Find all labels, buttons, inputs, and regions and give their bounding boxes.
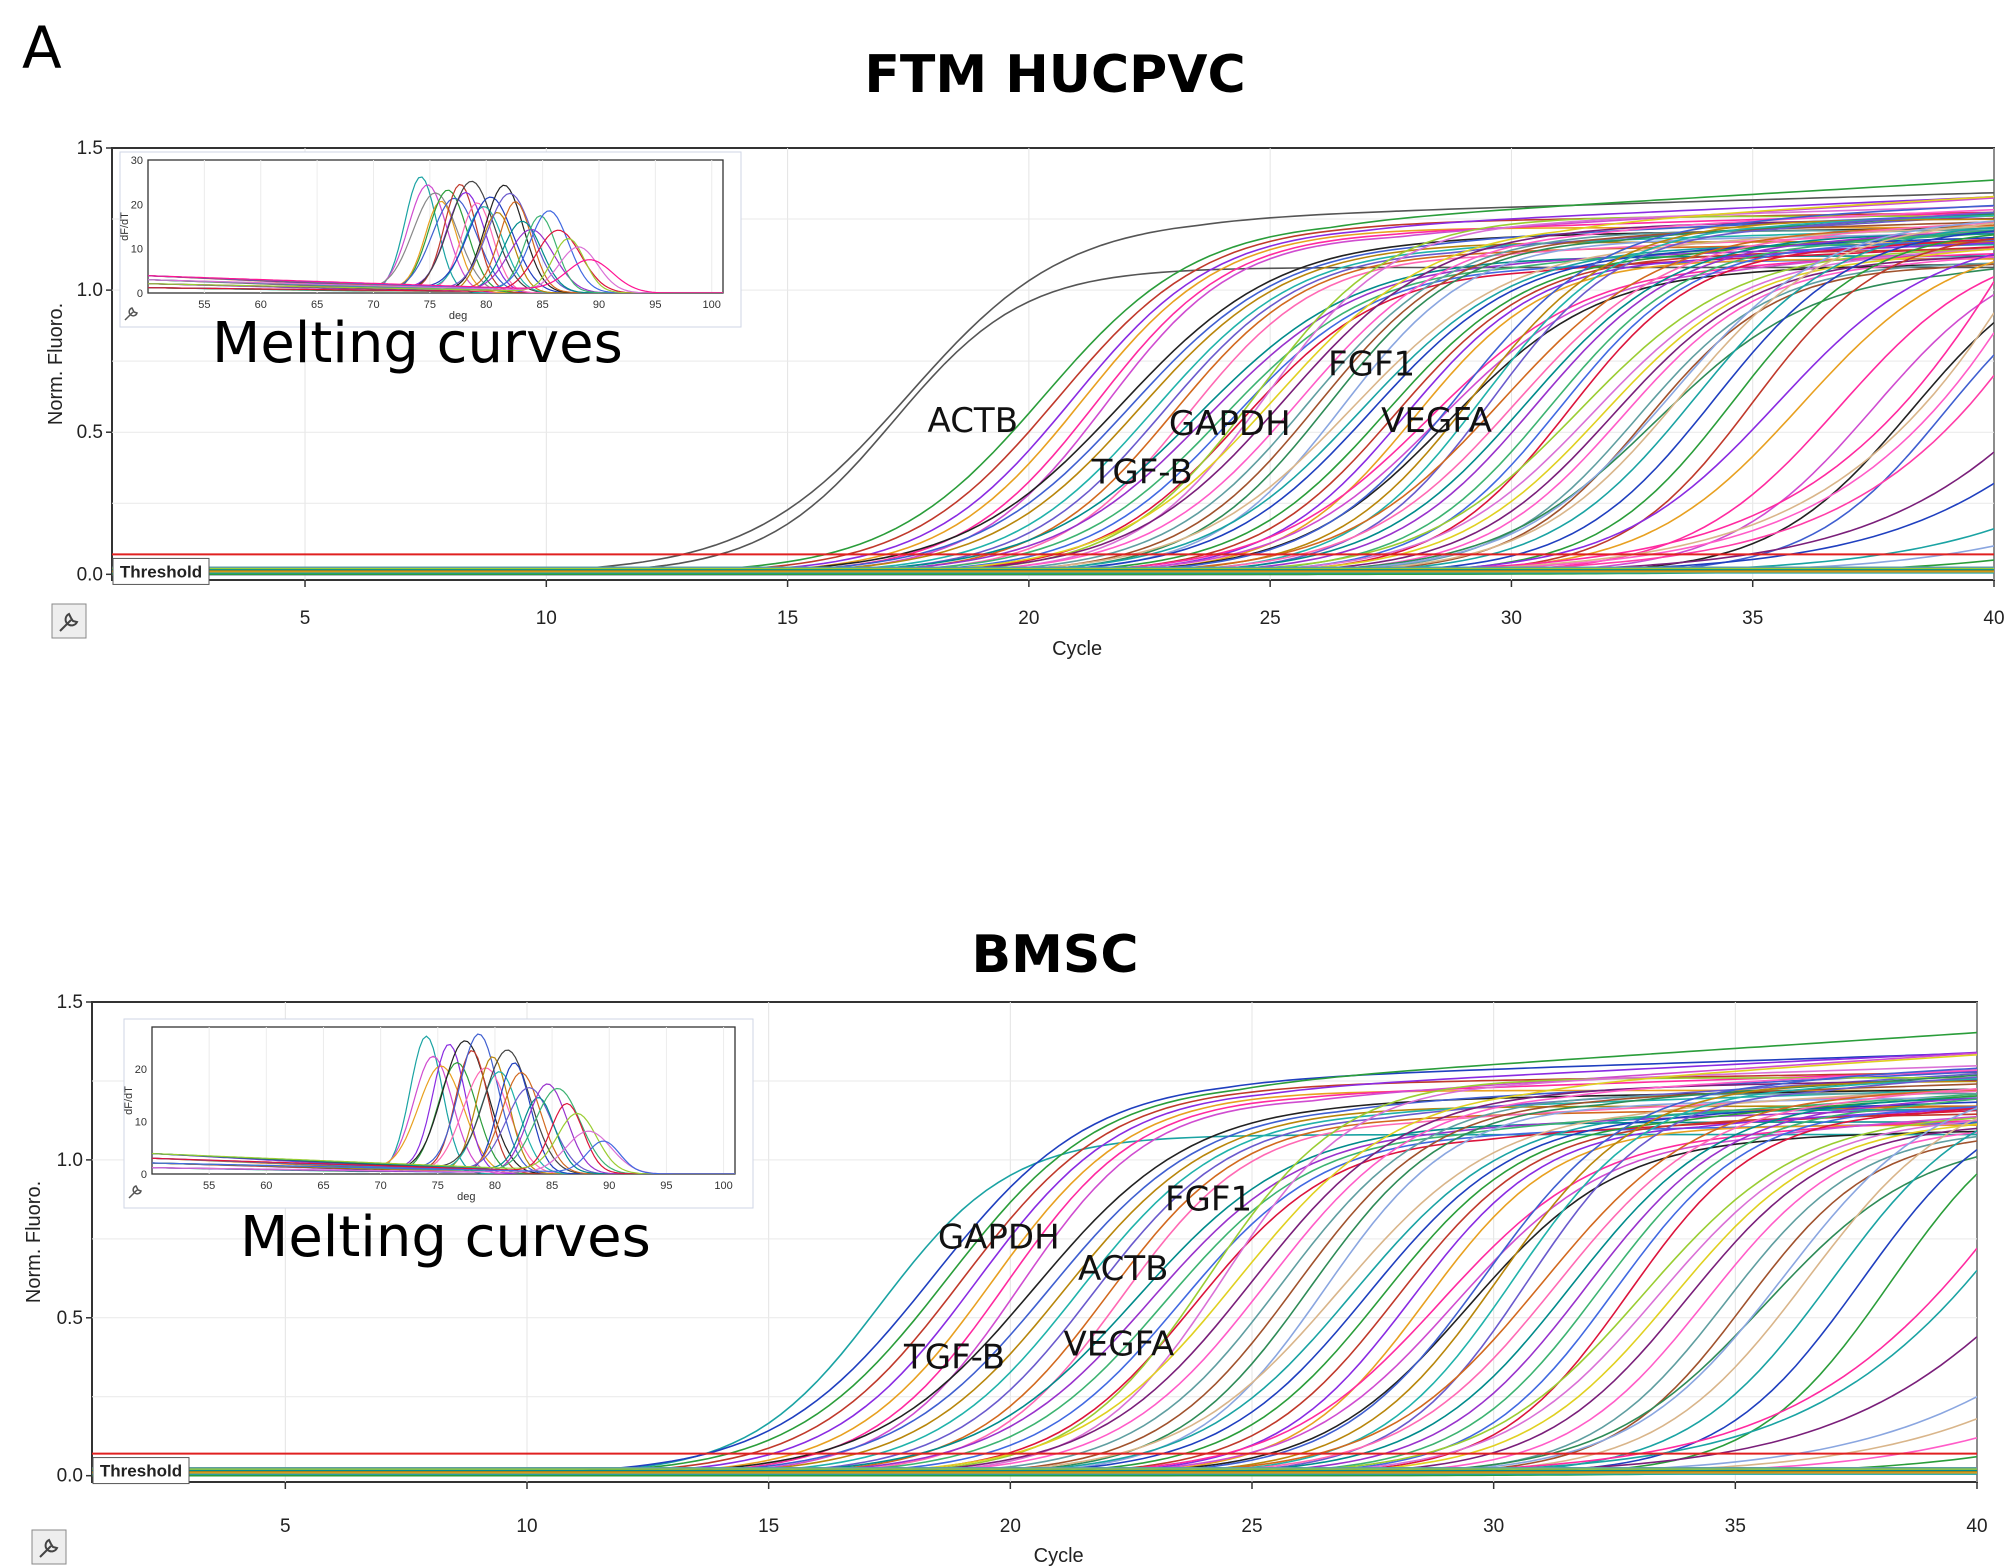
y-tick-label: 1.0 bbox=[57, 1150, 83, 1171]
panel-ftm-hucpvc: FTM HUCPVC 0.0 0.5 1.0 1.5 5 10 15 20 25 30 35 40 Cyc… bbox=[45, 45, 2004, 660]
melt-curve bbox=[148, 237, 723, 293]
threshold-label-box bbox=[112, 557, 210, 585]
x-tick-label: 15 bbox=[758, 1516, 779, 1537]
inset-y-tick-label: 30 bbox=[131, 155, 143, 167]
y-tick-label: 0.5 bbox=[57, 1308, 83, 1329]
x-tick-label: 5 bbox=[300, 608, 311, 629]
y-tick-label: 0.5 bbox=[77, 422, 103, 443]
x-axis-label: Cycle bbox=[1052, 638, 1102, 660]
x-tick-label: 20 bbox=[1000, 1516, 1021, 1537]
melt-curve bbox=[152, 1140, 735, 1174]
inset-wrench-icon bbox=[128, 1185, 142, 1199]
panel-bmsc: BMSC 0.0 0.5 1.0 1.5 5 10 15 20 25 30 35 40 Cycle Norm… bbox=[23, 925, 1988, 1567]
gene-label: ACTB bbox=[928, 401, 1019, 441]
x-tick-label: 10 bbox=[516, 1516, 537, 1537]
melt-curve bbox=[152, 1102, 735, 1174]
inset-y-tick-label: 20 bbox=[135, 1064, 147, 1076]
melting-curves-label: Melting curves bbox=[212, 311, 623, 376]
melt-curve bbox=[148, 246, 723, 293]
melting-curve-inset: 55 60 65 70 75 80 85 90 95 100 0 10 20 deg dF/dT bbox=[123, 1018, 754, 1209]
inset-x-tick-label: 95 bbox=[649, 299, 661, 311]
threshold-label: Threshold bbox=[120, 562, 202, 581]
x-tick-label: 30 bbox=[1483, 1516, 1504, 1537]
x-tick-label: 40 bbox=[1966, 1516, 1987, 1537]
wrench-icon bbox=[51, 603, 87, 639]
melt-curve bbox=[152, 1112, 735, 1174]
gene-label: GAPDH bbox=[938, 1217, 1060, 1257]
melting-curves-label: Melting curves bbox=[240, 1205, 651, 1270]
inset-x-tick-label: 85 bbox=[546, 1180, 558, 1192]
x-tick-label: 40 bbox=[1983, 608, 2004, 629]
inset-x-axis-label: deg bbox=[449, 310, 467, 322]
inset-y-tick-label: 10 bbox=[131, 244, 143, 256]
inset-x-tick-label: 95 bbox=[660, 1180, 672, 1192]
panel-title: BMSC bbox=[972, 925, 1139, 985]
inset-x-tick-label: 90 bbox=[603, 1180, 615, 1192]
gene-label: VEGFA bbox=[1064, 1325, 1175, 1365]
panel-title: FTM HUCPVC bbox=[864, 45, 1245, 105]
gene-label: VEGFA bbox=[1381, 401, 1492, 441]
inset-melt-curves bbox=[152, 1033, 735, 1174]
x-tick-label: 25 bbox=[1260, 608, 1281, 629]
inset-x-tick-label: 65 bbox=[317, 1180, 329, 1192]
x-tick-label: 15 bbox=[777, 608, 798, 629]
inset-x-tick-label: 100 bbox=[714, 1180, 732, 1192]
inset-x-tick-label: 60 bbox=[255, 299, 267, 311]
inset-x-tick-label: 100 bbox=[703, 299, 721, 311]
x-tick-label: 30 bbox=[1501, 608, 1522, 629]
inset-x-tick-label: 75 bbox=[424, 299, 436, 311]
x-axis-label: Cycle bbox=[1034, 1545, 1084, 1567]
gene-label: FGF1 bbox=[1328, 344, 1415, 384]
x-tick-label: 25 bbox=[1241, 1516, 1262, 1537]
threshold-label: Threshold bbox=[100, 1462, 182, 1481]
inset-y-tick-label: 10 bbox=[135, 1117, 147, 1129]
inset-x-tick-label: 60 bbox=[260, 1180, 272, 1192]
x-tick-label: 5 bbox=[280, 1516, 291, 1537]
inset-y-tick-label: 20 bbox=[131, 199, 143, 211]
inset-y-axis-label: dF/dT bbox=[123, 1086, 135, 1115]
inset-x-tick-label: 65 bbox=[311, 299, 323, 311]
inset-x-tick-label: 75 bbox=[432, 1180, 444, 1192]
inset-x-tick-label: 85 bbox=[536, 299, 548, 311]
inset-x-tick-label: 70 bbox=[367, 299, 379, 311]
melt-curve bbox=[148, 259, 723, 293]
panel-letter: A bbox=[22, 14, 62, 82]
x-tick-label: 10 bbox=[536, 608, 557, 629]
inset-y-axis-label: dF/dT bbox=[119, 212, 131, 241]
x-tick-label: 35 bbox=[1742, 608, 1763, 629]
wrench-icon bbox=[31, 1529, 67, 1565]
y-axis-label: Norm. Fluoro. bbox=[23, 1181, 45, 1303]
inset-y-tick-label: 0 bbox=[137, 288, 143, 300]
gene-label: FGF1 bbox=[1165, 1179, 1252, 1219]
amplification-curves bbox=[92, 1031, 1977, 1477]
inset-x-tick-label: 80 bbox=[489, 1180, 501, 1192]
inset-x-tick-label: 80 bbox=[480, 299, 492, 311]
threshold-label-box bbox=[92, 1457, 190, 1485]
inset-plot-area bbox=[151, 1026, 736, 1175]
inset-x-tick-label: 70 bbox=[375, 1180, 387, 1192]
gene-label: ACTB bbox=[1078, 1249, 1169, 1289]
inset-x-tick-label: 90 bbox=[593, 299, 605, 311]
inset-x-axis-label: deg bbox=[457, 1191, 475, 1203]
inset-y-tick-label: 0 bbox=[141, 1169, 147, 1181]
inset-x-tick-label: 55 bbox=[203, 1180, 215, 1192]
gene-label: TGF-B bbox=[1091, 452, 1193, 492]
y-tick-label: 1.5 bbox=[77, 138, 103, 159]
y-tick-label: 1.0 bbox=[77, 280, 103, 301]
inset-x-tick-label: 55 bbox=[198, 299, 210, 311]
gene-label: GAPDH bbox=[1169, 404, 1291, 444]
y-tick-label: 0.0 bbox=[57, 1466, 83, 1487]
x-tick-label: 35 bbox=[1725, 1516, 1746, 1537]
y-axis-label: Norm. Fluoro. bbox=[45, 303, 67, 425]
inset-wrench-icon bbox=[124, 307, 138, 321]
x-tick-label: 20 bbox=[1018, 608, 1039, 629]
melting-curve-inset: 55 60 65 70 75 80 85 90 95 100 0 10 20 30 deg dF/dT bbox=[119, 151, 742, 328]
gene-label: TGF-B bbox=[903, 1337, 1005, 1377]
y-tick-label: 1.5 bbox=[57, 992, 83, 1013]
y-tick-label: 0.0 bbox=[77, 564, 103, 585]
inset-melt-curves bbox=[148, 176, 723, 293]
